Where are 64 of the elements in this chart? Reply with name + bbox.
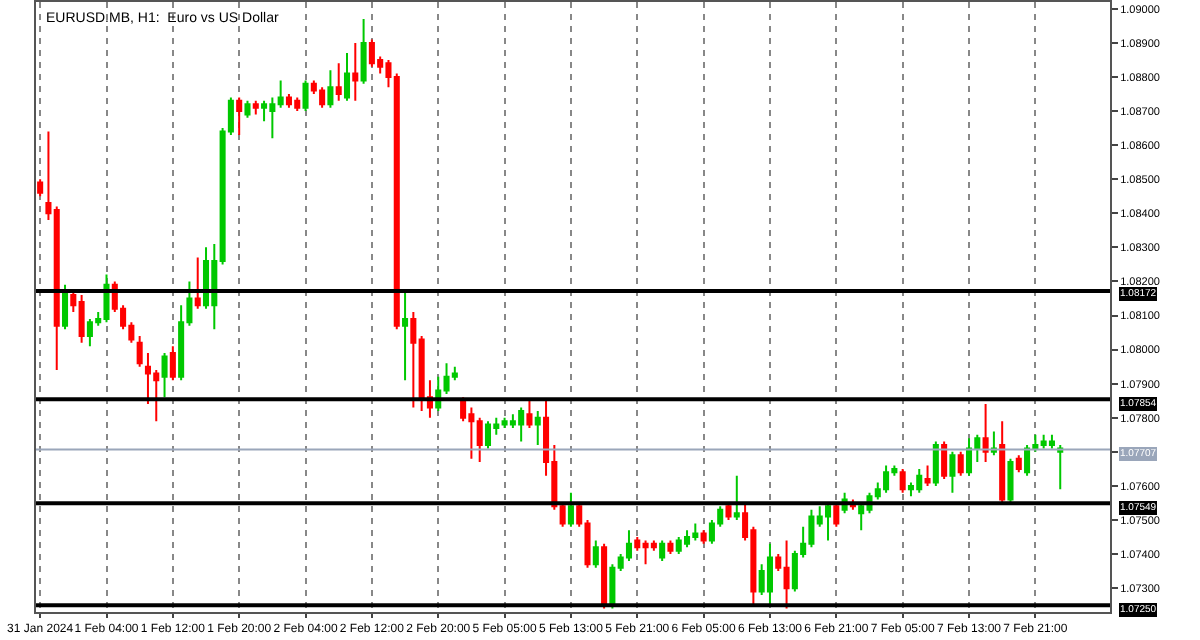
candlestick	[684, 529, 691, 549]
candlestick	[1048, 433, 1055, 450]
candlestick	[592, 539, 599, 569]
candlestick	[410, 311, 417, 409]
candlestick	[1040, 433, 1047, 450]
candlestick	[725, 501, 732, 521]
candlestick	[899, 467, 906, 494]
candlestick	[1007, 457, 1014, 504]
candlestick	[468, 406, 475, 460]
candlestick	[733, 474, 740, 521]
candlestick	[62, 283, 69, 331]
candlestick	[327, 69, 334, 109]
candlestick	[667, 539, 674, 556]
candlestick	[236, 96, 243, 136]
candlestick	[319, 86, 326, 109]
candlestick	[916, 467, 923, 494]
candlestick	[161, 352, 168, 399]
candlestick	[518, 406, 525, 443]
candlestick	[692, 522, 699, 542]
candlestick	[534, 409, 541, 447]
candlestick	[833, 501, 840, 528]
candlestick	[642, 539, 649, 566]
candlestick	[252, 99, 259, 116]
candlestick	[302, 79, 309, 113]
candlestick	[476, 416, 483, 464]
candlestick	[883, 464, 890, 494]
candlestick	[103, 273, 110, 324]
candlestick	[858, 501, 865, 532]
candlestick	[1057, 444, 1064, 491]
candlestick	[567, 491, 574, 528]
candlestick	[335, 62, 342, 102]
candlestick	[957, 450, 964, 477]
candlestick	[484, 420, 492, 450]
candlestick	[783, 539, 790, 610]
candlestick	[402, 290, 409, 382]
candlestick	[501, 416, 508, 429]
candlestick	[941, 440, 948, 481]
candlestick	[244, 99, 251, 119]
candlestick	[78, 294, 85, 344]
candlestick	[1015, 454, 1022, 474]
candlestick	[285, 93, 292, 109]
candlestick	[368, 38, 375, 68]
candlestick	[999, 420, 1006, 504]
candlestick	[766, 542, 773, 607]
candlestick	[136, 334, 143, 368]
candlestick	[675, 536, 682, 556]
candlestick	[169, 345, 176, 382]
candlestick	[924, 464, 931, 487]
candlestick	[949, 450, 956, 494]
candlestick	[825, 501, 832, 542]
candlestick	[86, 317, 93, 348]
candlestick	[526, 399, 533, 429]
candlestick	[343, 52, 351, 102]
candlestick	[659, 539, 666, 562]
candlestick	[932, 440, 939, 487]
candlestick	[37, 178, 44, 198]
candlestick	[982, 403, 989, 464]
candlestick	[965, 437, 973, 477]
candlestick	[294, 96, 301, 113]
candlestick	[360, 18, 367, 85]
candlestick	[808, 508, 815, 549]
candlestick	[352, 41, 359, 102]
candlestick	[700, 529, 707, 545]
candlestick	[194, 256, 201, 310]
